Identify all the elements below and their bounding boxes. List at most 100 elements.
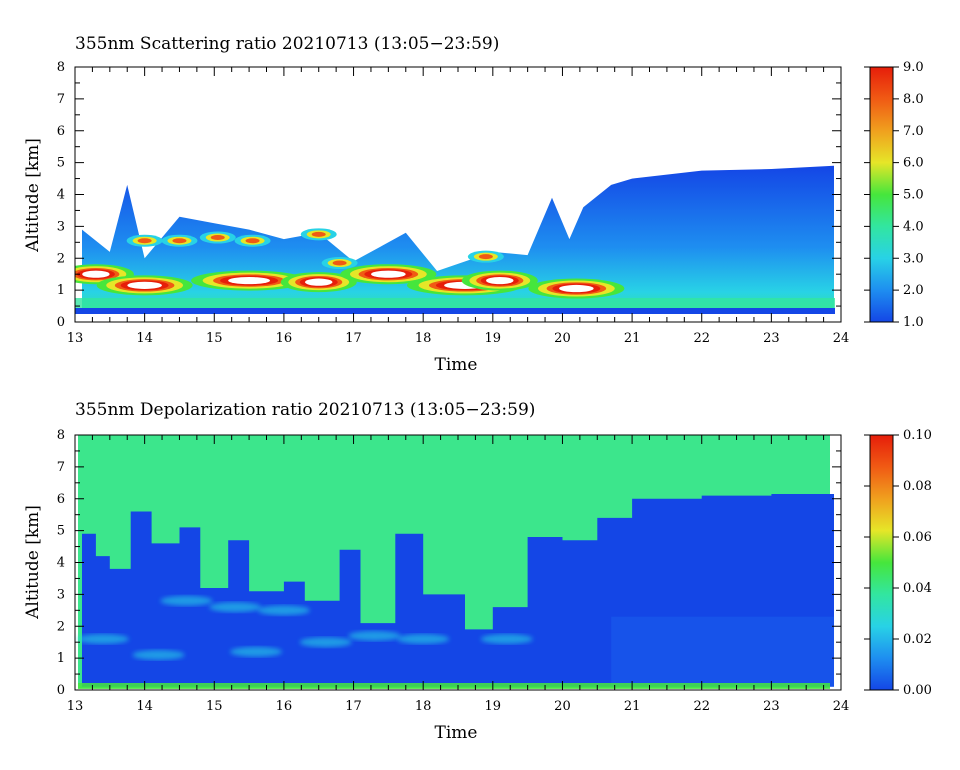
- depolarization-y-tick-label: 5: [57, 524, 65, 539]
- scattering-small-cloud: [199, 231, 236, 244]
- scattering-x-tick-label: 23: [763, 331, 780, 346]
- scattering-y-tick-label: 8: [57, 60, 65, 75]
- scattering-colorbar-label: 5.0: [903, 188, 924, 203]
- depolarization-y-tick-label: 6: [57, 492, 65, 507]
- depolarization-x-tick-label: 14: [136, 699, 153, 714]
- depolarization-x-tick-label: 17: [345, 699, 362, 714]
- depolarization-x-tick-label: 22: [693, 699, 710, 714]
- scattering-small-cloud-ring: [245, 238, 260, 244]
- scattering-cloud-features: [75, 228, 625, 299]
- scattering-y-label: Altitude [km]: [23, 138, 43, 253]
- scattering-y-tick-label: 0: [57, 315, 65, 330]
- scattering-feature: [280, 272, 357, 293]
- depolarization-y-tick-label: 8: [57, 428, 65, 443]
- depolarization-y-tick-label: 3: [57, 587, 65, 602]
- scattering-x-tick-label: 13: [67, 331, 84, 346]
- depolarization-x-tick-label: 15: [206, 699, 223, 714]
- scattering-feature: [461, 270, 538, 291]
- scattering-small-cloud: [321, 257, 358, 270]
- depolarization-patch: [348, 630, 401, 641]
- scattering-x-tick-label: 22: [693, 331, 710, 346]
- scattering-small-cloud-ring: [311, 231, 326, 237]
- scattering-x-tick-label: 21: [624, 331, 641, 346]
- scattering-colorbar-label: 8.0: [903, 92, 924, 107]
- scattering-y-ticks: 0 1 2 3 4 5 6 7 8: [57, 60, 841, 330]
- scattering-x-tick-label: 18: [415, 331, 432, 346]
- depolarization-colorbar-label: 0.10: [903, 428, 932, 443]
- scattering-y-tick-label: 7: [57, 92, 65, 107]
- depolarization-x-tick-label: 18: [415, 699, 432, 714]
- depolarization-colorbar-label: 0.02: [903, 632, 932, 647]
- scattering-colorbar-ticks: 1.0 2.0 3.0 4.0 5.0 6.0 7.0 8.0 9.0: [864, 60, 924, 330]
- scattering-feature-ring: [82, 270, 110, 278]
- depolarization-colorbar-label: 0.06: [903, 530, 932, 545]
- depolarization-title: 355nm Depolarization ratio 20210713 (13:…: [75, 400, 535, 420]
- depolarization-patch: [299, 637, 352, 648]
- depolarization-colorbar-ticks: 0.00 0.02 0.04 0.06 0.08 0.10: [864, 428, 932, 698]
- scattering-small-cloud-ring: [332, 260, 347, 266]
- scattering-x-tick-label: 19: [485, 331, 502, 346]
- scattering-ground-strip: [75, 308, 835, 314]
- depolarization-patch: [209, 602, 262, 613]
- scattering-y-tick-label: 2: [57, 251, 65, 266]
- scattering-y-tick-label: 1: [57, 283, 65, 298]
- scattering-small-cloud: [234, 234, 271, 247]
- depolarization-x-tick-label: 20: [554, 699, 571, 714]
- depolarization-colorbar-label: 0.04: [903, 581, 932, 596]
- depolarization-colorbar-label: 0.08: [903, 479, 932, 494]
- scattering-feature-ring: [371, 270, 406, 278]
- depolarization-ground-strip: [78, 683, 830, 689]
- scattering-title: 355nm Scattering ratio 20210713 (13:05−2…: [75, 34, 499, 54]
- depolarization-patch: [480, 634, 533, 644]
- scattering-colorbar-label: 9.0: [903, 60, 924, 75]
- scattering-feature-ring: [127, 281, 162, 289]
- scattering-colorbar-label: 6.0: [903, 156, 924, 171]
- scattering-feature: [340, 264, 437, 285]
- scattering-x-tick-label: 15: [206, 331, 223, 346]
- scattering-x-tick-label: 20: [554, 331, 571, 346]
- depolarization-x-tick-label: 19: [485, 699, 502, 714]
- scattering-colorbar-label: 3.0: [903, 251, 924, 266]
- depolarization-y-tick-label: 4: [57, 556, 65, 571]
- scattering-small-cloud: [467, 250, 504, 263]
- depolarization-y-tick-label: 0: [57, 683, 65, 698]
- scattering-x-tick-label: 16: [276, 331, 293, 346]
- scattering-small-cloud: [300, 228, 337, 241]
- depolarization-low-region: [82, 489, 834, 687]
- scattering-colorbar-label: 2.0: [903, 283, 924, 298]
- scattering-feature: [96, 275, 193, 296]
- scattering-colorbar-label: 4.0: [903, 219, 924, 234]
- depolarization-x-tick-label: 21: [624, 699, 641, 714]
- depolarization-patches: [76, 595, 835, 687]
- scattering-colorbar-label: 7.0: [903, 124, 924, 139]
- scattering-small-cloud-ring: [210, 235, 225, 241]
- depolarization-x-tick-label: 24: [833, 699, 850, 714]
- scattering-small-cloud-ring: [137, 238, 152, 244]
- scattering-small-cloud: [161, 234, 198, 247]
- depolarization-y-tick-label: 1: [57, 651, 65, 666]
- scattering-feature-ring: [228, 276, 270, 285]
- scattering-x-ticks: 13 14 15 16 17 18 19 20 21 22 23 24: [67, 67, 850, 346]
- depolarization-patch: [76, 634, 129, 644]
- depolarization-x-tick-label: 13: [67, 699, 84, 714]
- scattering-colorbar: [869, 66, 894, 323]
- depolarization-y-label: Altitude [km]: [23, 505, 43, 620]
- scattering-x-tick-label: 24: [833, 331, 850, 346]
- depolarization-x-ticks: 13 14 15 16 17 18 19 20 21 22 23 24: [67, 435, 850, 714]
- scattering-y-tick-label: 3: [57, 219, 65, 234]
- scattering-y-tick-label: 5: [57, 156, 65, 171]
- scattering-feature: [528, 278, 625, 299]
- depolarization-patch: [160, 595, 213, 606]
- depolarization-colorbar-label: 0.00: [903, 683, 932, 698]
- depolarization-colorbar: [869, 434, 894, 691]
- depolarization-patch: [230, 646, 283, 657]
- scattering-panel: 355nm Scattering ratio 20210713 (13:05−2…: [23, 34, 924, 375]
- depolarization-patch: [257, 605, 310, 616]
- scattering-x-label: Time: [435, 355, 478, 375]
- depolarization-x-tick-label: 23: [763, 699, 780, 714]
- scattering-x-tick-label: 17: [345, 331, 362, 346]
- scattering-small-cloud-ring: [478, 254, 493, 260]
- depolarization-patch: [397, 634, 450, 644]
- scattering-field: [75, 165, 835, 314]
